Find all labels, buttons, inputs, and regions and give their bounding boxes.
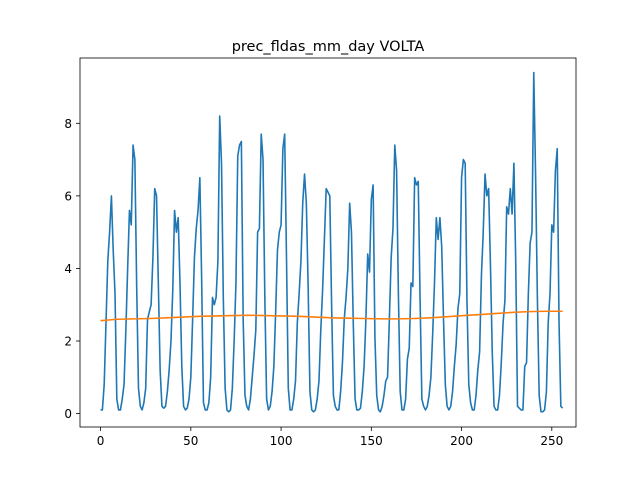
x-tick-label: 250 [540, 434, 563, 448]
series-layer [100, 71, 564, 413]
y-tick-label: 8 [64, 117, 72, 131]
plot-area-frame [79, 57, 577, 428]
series-line-1 [100, 310, 563, 322]
x-tick-label: 0 [97, 434, 105, 448]
x-tick-label: 50 [183, 434, 198, 448]
series-line-0 [100, 71, 564, 413]
y-axis-ticks: 0 2 4 6 8 [64, 117, 80, 421]
x-tick-label: 150 [360, 434, 383, 448]
x-tick-label: 200 [450, 434, 473, 448]
y-tick-label: 2 [64, 335, 72, 349]
y-tick-label: 0 [64, 407, 72, 421]
y-tick-label: 4 [64, 262, 72, 276]
y-tick-label: 6 [64, 189, 72, 203]
x-tick-label: 100 [270, 434, 293, 448]
chart-title: prec_fldas_mm_day VOLTA [232, 39, 425, 55]
x-axis-ticks: 0 50 100 150 200 250 [97, 427, 563, 448]
